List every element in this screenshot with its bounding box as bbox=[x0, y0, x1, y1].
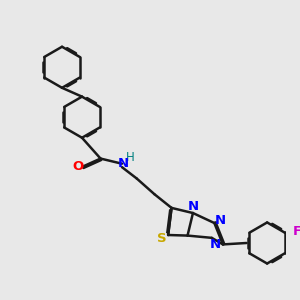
Text: S: S bbox=[157, 232, 167, 245]
Text: N: N bbox=[210, 238, 221, 250]
Text: H: H bbox=[125, 151, 134, 164]
Text: N: N bbox=[215, 214, 226, 227]
Text: N: N bbox=[188, 200, 199, 213]
Text: F: F bbox=[293, 225, 300, 238]
Text: N: N bbox=[118, 157, 129, 170]
Text: O: O bbox=[72, 160, 84, 173]
